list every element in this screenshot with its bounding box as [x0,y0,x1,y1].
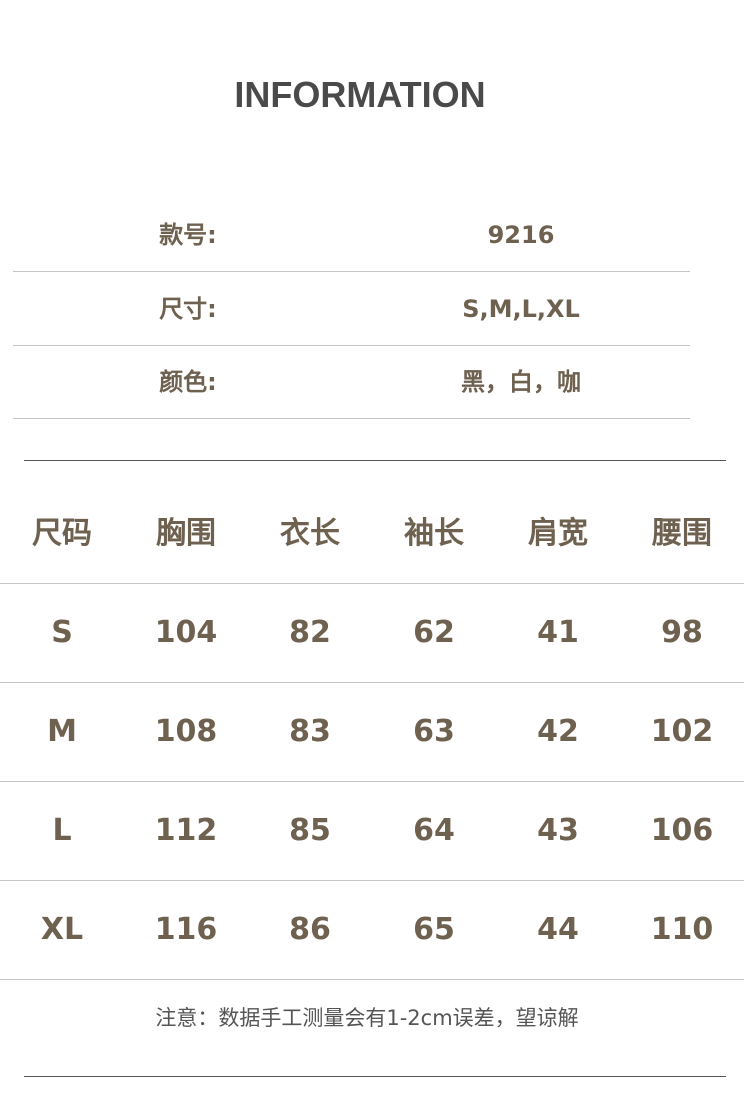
table-cell: 83 [289,714,331,749]
measurement-note: 注意：数据手工测量会有1-2cm误差，望谅解 [155,1006,579,1030]
header-cell: 衣长 [280,516,340,551]
table-cell: S [51,615,73,650]
info-label: 颜色: [159,368,217,396]
table-cell: 104 [154,615,218,650]
table-cell: 64 [413,813,455,848]
table-header-row: 尺码 胸围 衣长 袖长 肩宽 腰围 [0,484,744,584]
table-cell: 63 [413,714,455,749]
table-cell: L [52,813,72,848]
info-value: 黑，白，咖 [461,368,581,396]
table-cell: 42 [537,714,579,749]
header-cell: 尺码 [32,516,92,551]
header-cell: 胸围 [156,516,216,551]
table-cell: 85 [289,813,331,848]
header-cell: 肩宽 [528,516,588,551]
table-cell: 86 [289,912,331,947]
table-cell: 44 [537,912,579,947]
info-row-size: 尺寸: S,M,L,XL [13,273,690,346]
table-cell: 43 [537,813,579,848]
divider [24,460,726,461]
table-row: L 112 85 64 43 106 [0,781,744,881]
table-cell: 110 [650,912,714,947]
table-cell: 65 [413,912,455,947]
info-row-color: 颜色: 黑，白，咖 [13,346,690,419]
table-cell: 102 [650,714,714,749]
table-cell: 112 [154,813,218,848]
info-row-style: 款号: 9216 [13,199,690,272]
table-cell: 62 [413,615,455,650]
info-label: 尺寸: [159,295,217,323]
table-row: XL 116 86 65 44 110 [0,880,744,980]
table-row: S 104 82 62 41 98 [0,583,744,683]
table-cell: 98 [661,615,703,650]
info-label: 款号: [159,221,217,249]
table-row: M 108 83 63 42 102 [0,682,744,782]
header-cell: 腰围 [652,516,712,551]
header-cell: 袖长 [404,516,464,551]
info-value: 9216 [487,221,555,249]
table-cell: M [47,714,77,749]
table-cell: 82 [289,615,331,650]
table-cell: 106 [650,813,714,848]
divider [24,1076,726,1077]
table-cell: 116 [154,912,218,947]
page-title: INFORMATION [234,74,486,115]
table-cell: 41 [537,615,579,650]
table-cell: XL [40,912,84,947]
info-value: S,M,L,XL [462,295,580,323]
table-cell: 108 [154,714,218,749]
